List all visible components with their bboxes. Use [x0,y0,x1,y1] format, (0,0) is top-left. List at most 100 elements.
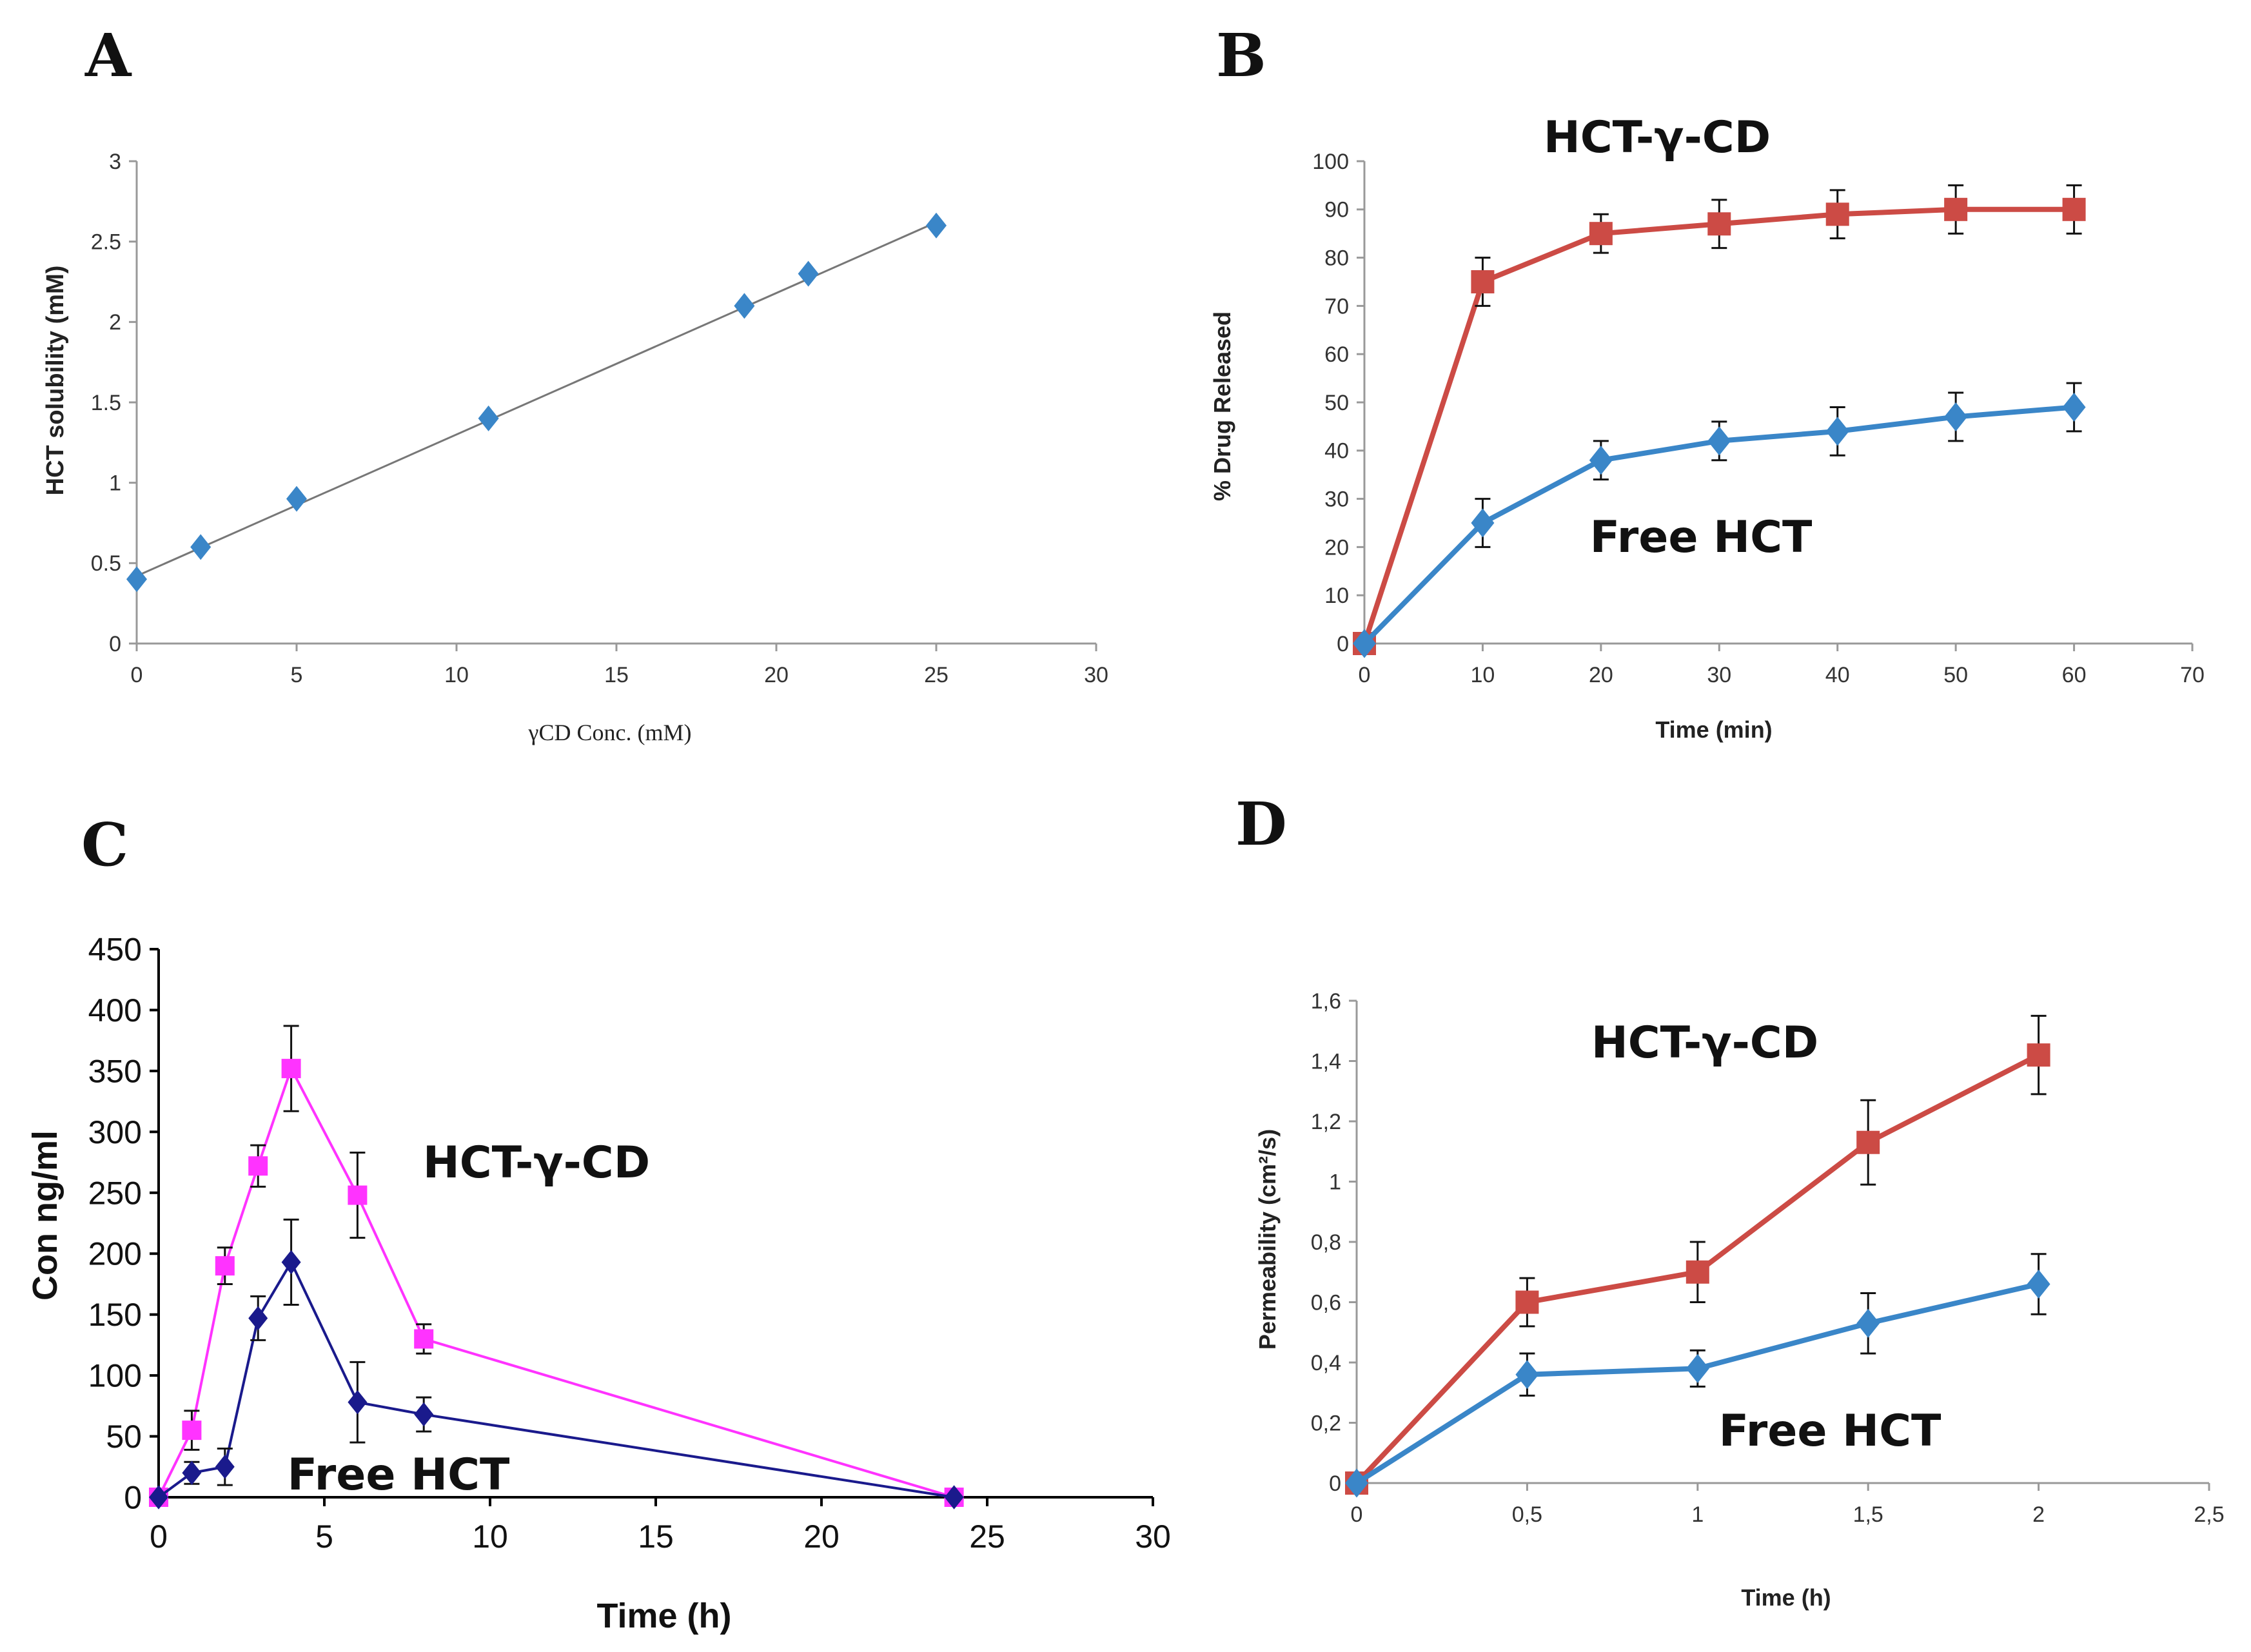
c-data-point [348,1185,368,1205]
panel-d-tick-labels: 0 0,2 0,4 0,6 0,8 1 1,2 1,4 1,6 0 0,5 1 1,5 2 2,5 [1311,989,2225,1527]
b-x-tick-label: 50 [1943,663,1968,687]
a-x-tick-label: 5 [291,663,303,687]
b-y-tick-label: 100 [1312,150,1349,174]
b-y-tick-label: 50 [1324,391,1349,415]
b-data-point [1353,629,1376,658]
panel-a-tick-labels: 00.511.522.530 5 10 15 20 25 30 [91,150,1108,687]
b-x-tick-label: 60 [2062,663,2087,687]
c-data-point [414,1329,434,1349]
a-y-tick-label: 3 [109,150,121,174]
b-x-tick-label: 30 [1707,663,1731,687]
panel-d-chart: 0 0,2 0,4 0,6 0,8 1 1,2 1,4 1,6 0 0,5 1 1,5 2 2,5 Time… [1254,989,2225,1611]
a-data-point [798,261,819,287]
b-y-tick-label: 90 [1324,198,1349,222]
panel-letter-c: C [81,810,128,880]
a-data-point [286,486,307,512]
d-data-point [1686,1353,1709,1383]
b-y-tick-label: 30 [1324,487,1349,512]
c-data-point [182,1460,202,1485]
c-y-tick-label: 100 [88,1358,142,1394]
c-data-point [348,1390,368,1415]
a-x-tick-label: 20 [764,663,789,687]
a-data-point [734,293,755,319]
c-data-point [414,1402,434,1427]
b-x-tick-label: 40 [1825,663,1850,687]
d-y-tick-label: 1 [1329,1170,1341,1194]
a-y-tick-label: 1.5 [91,391,121,415]
b-y-tick-label: 20 [1324,535,1349,560]
b-data-point [1471,508,1495,538]
b-x-tick-label: 0 [1359,663,1371,687]
d-data-point [1515,1360,1539,1390]
c-data-point [944,1485,964,1509]
d-y-tick-label: 1,2 [1311,1110,1341,1134]
d-x-tick-label: 1 [1691,1502,1704,1527]
b-y-tick-label: 0 [1337,632,1349,656]
c-y-tick-label: 250 [88,1175,142,1211]
d-y-tick-label: 0,2 [1311,1411,1341,1435]
d-data-point [1856,1308,1880,1338]
c-y-tick-label: 0 [124,1480,142,1516]
b-y-tick-label: 70 [1324,294,1349,319]
panel-a-y-axis-title: HCT solubility (mM) [42,266,69,496]
c-data-point [281,1250,301,1275]
d-y-tick-label: 0,6 [1311,1290,1341,1315]
b-data-point [1944,402,1968,431]
d-data-point [2027,1269,2050,1299]
d-data-point [1856,1130,1880,1154]
c-x-tick-label: 20 [803,1519,840,1555]
a-y-tick-label: 0.5 [91,551,121,576]
d-x-tick-label: 0,5 [1512,1502,1542,1527]
panel-b-x-axis-title: Time (min) [1655,716,1772,743]
panel-d-annotation-hct-gamma-cd: HCT-γ-CD [1591,1018,1818,1068]
a-data-point [190,534,211,560]
c-x-tick-label: 5 [315,1519,333,1555]
d-data-point [1345,1468,1368,1498]
b-data-point [1825,202,1849,226]
c-x-tick-label: 30 [1135,1519,1171,1555]
b-data-point [1707,212,1731,236]
b-data-point [1589,222,1613,246]
panel-letter-a: A [84,21,132,90]
c-x-tick-label: 10 [472,1519,508,1555]
c-y-tick-label: 150 [88,1297,142,1333]
a-trendline [136,221,937,577]
panel-letter-d: D [1235,789,1287,859]
b-x-tick-label: 70 [2180,663,2205,687]
c-x-tick-label: 15 [638,1519,674,1555]
panel-b-y-axis-title: % Drug Released [1209,311,1235,501]
c-data-point [248,1156,268,1176]
b-y-tick-label: 80 [1324,246,1349,271]
panel-a-x-axis-title: γCD Conc. (mM) [528,720,692,745]
panel-d-x-axis-title: Time (h) [1741,1584,1831,1611]
b-x-tick-label: 20 [1589,663,1613,687]
d-data-point [1515,1290,1539,1314]
panel-b-annotation-hct-gamma-cd: HCT-γ-CD [1544,112,1771,163]
panel-d-y-axis-title: Permeability (cm²/s) [1254,1129,1281,1350]
d-y-tick-label: 1,6 [1311,989,1341,1014]
b-x-tick-label: 10 [1471,663,1495,687]
panel-c-y-axis-title: Con ng/ml [26,1130,64,1301]
a-y-tick-label: 2 [109,310,121,335]
panel-d-series [1345,1014,2050,1498]
b-y-tick-label: 60 [1324,342,1349,367]
d-x-tick-label: 2 [2032,1502,2045,1527]
panel-b-series [1353,184,2086,658]
panel-b-tick-labels: 0 10 20 30 40 50 60 70 80 90 100 0 10 20 30 40 50 60 70 [1312,150,2205,687]
d-x-tick-label: 1,5 [1853,1502,1883,1527]
panel-c-annotation-hct-gamma-cd: HCT-γ-CD [423,1137,650,1188]
a-y-tick-label: 0 [109,632,121,656]
c-x-tick-label: 0 [150,1519,168,1555]
panel-a-series [126,212,947,593]
c-data-point [149,1485,168,1509]
a-x-tick-label: 0 [131,663,143,687]
d-y-tick-label: 0,4 [1311,1351,1341,1375]
a-data-point [926,212,947,239]
c-data-point [182,1421,202,1441]
panel-letter-b: B [1216,21,1266,90]
panel-a-chart: 00.511.522.530 5 10 15 20 25 30 γCD Conc. (mM)… [42,150,1108,745]
d-data-point [1686,1260,1709,1284]
c-y-tick-label: 200 [88,1236,142,1272]
